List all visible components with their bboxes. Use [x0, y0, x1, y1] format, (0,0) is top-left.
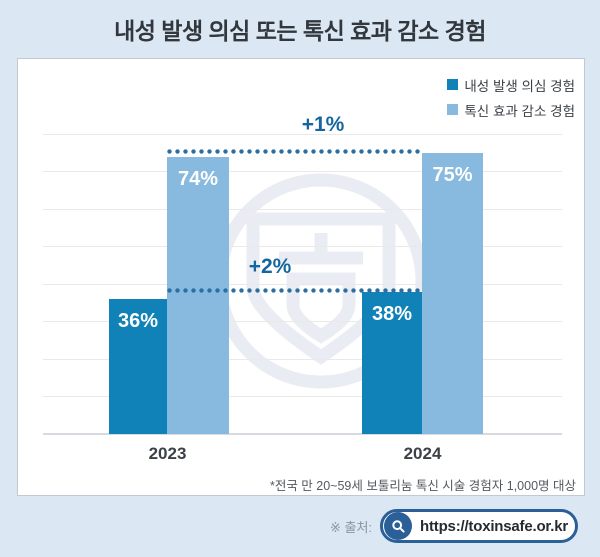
bar-2023-tolerance-suspicion: 36% [109, 299, 167, 434]
x-axis-label-2024: 2024 [403, 444, 442, 463]
bar-value-label: 36% [117, 310, 159, 332]
legend-label: 내성 발생 의심 경험 [464, 78, 575, 94]
legend-swatch-dark-blue [447, 79, 459, 90]
legend-item-tolerance: 내성 발생 의심 경험 [447, 72, 575, 97]
x-axis-line [43, 433, 562, 435]
bar-2024-tolerance-suspicion: 38% [362, 291, 422, 434]
legend-item-effect-decrease: 톡신 효과 감소 경험 [447, 97, 575, 122]
x-axis-label-2023: 2023 [148, 444, 187, 463]
source-url: https://toxinsafe.or.kr [420, 517, 568, 535]
gridline [43, 359, 562, 360]
chart-panel: 내성 발생 의심 경험 톡신 효과 감소 경험 36% 74% 38% 75% [17, 58, 585, 496]
source-label: ※ 출처: [330, 519, 373, 535]
annotation-plus-1: +1% [301, 113, 345, 136]
gridline [43, 396, 562, 397]
gridline [43, 284, 562, 285]
gridline [43, 134, 562, 135]
bar-2023-effect-decrease: 74% [167, 156, 229, 434]
legend-swatch-light-blue [447, 104, 459, 115]
legend-label: 톡신 효과 감소 경험 [464, 103, 575, 119]
gridline [43, 209, 562, 210]
gridline [43, 246, 562, 247]
bar-value-label: 74% [177, 167, 219, 190]
gridline [43, 171, 562, 172]
bar-2024-effect-decrease: 75% [422, 152, 483, 434]
survey-footnote: *전국 만 20~59세 보툴리눔 톡신 시술 경험자 1,000명 대상 [269, 479, 576, 493]
bar-value-label: 75% [432, 163, 473, 186]
bar-value-label: 38% [371, 302, 413, 325]
dotted-connector-tolerance [167, 288, 423, 293]
url-pill[interactable]: https://toxinsafe.or.kr [380, 509, 579, 543]
search-icon [384, 512, 413, 540]
dotted-connector-effect-decrease [167, 149, 423, 154]
plot-area: 36% 74% 38% 75% +1% +2% [18, 59, 586, 434]
annotation-plus-2: +2% [248, 255, 292, 278]
legend: 내성 발생 의심 경험 톡신 효과 감소 경험 [447, 72, 575, 122]
source-row: ※ 출처: https://toxinsafe.or.kr [330, 506, 594, 546]
page-title: 내성 발생 의심 또는 톡신 효과 감소 경험 [114, 18, 486, 44]
gridline [43, 321, 562, 322]
